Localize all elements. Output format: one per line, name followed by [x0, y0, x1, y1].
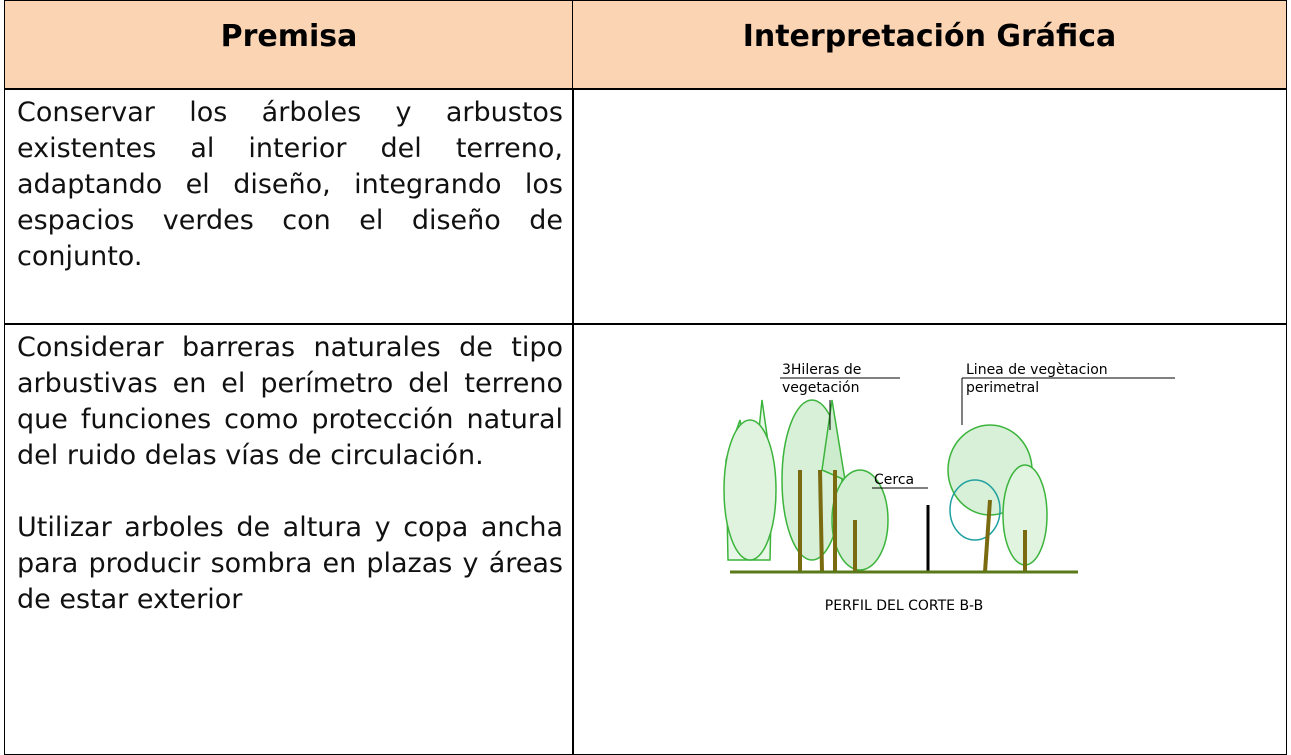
- premise-text: Conservar los árboles y arbustos existen…: [17, 97, 563, 272]
- row-premise: Considerar barreras naturales de tipo ar…: [4, 323, 574, 755]
- trees: [723, 399, 1048, 571]
- premise-text: Utilizar arboles de altura y copa ancha …: [17, 512, 563, 615]
- header-premise: Premisa: [4, 0, 574, 90]
- row-interpretation: [572, 88, 1287, 325]
- drawing-label: Linea de vegètacion: [966, 362, 1108, 378]
- header-interpretation: Interpretación Gráfica: [572, 0, 1287, 90]
- drawing-label: vegetación: [782, 380, 860, 396]
- leader-lines: [780, 377, 1175, 489]
- trunks: [798, 469, 1027, 573]
- header-text: Premisa: [220, 19, 358, 54]
- drawing-label: 3Hileras de: [782, 362, 861, 378]
- drawing-label: perimetral: [966, 380, 1039, 396]
- row-premise: Conservar los árboles y arbustos existen…: [4, 88, 574, 325]
- premise-text: Considerar barreras naturales de tipo ar…: [17, 332, 563, 471]
- drawing-caption: PERFIL DEL CORTE B-B: [825, 598, 983, 614]
- drawing-label: Cerca: [874, 472, 914, 488]
- header-text: Interpretación Gráfica: [742, 19, 1117, 54]
